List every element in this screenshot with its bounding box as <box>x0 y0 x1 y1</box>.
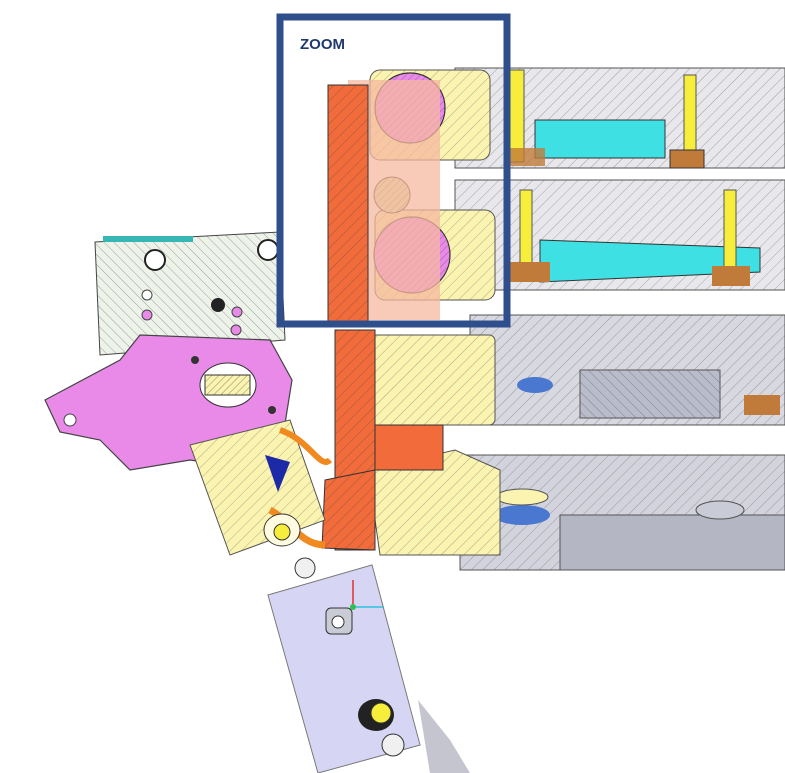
zoom-box <box>276 13 511 328</box>
spring <box>505 148 545 166</box>
zoom-label: ZOOM <box>300 36 345 53</box>
orange-tendon <box>278 427 333 465</box>
cyan-tendon-block <box>534 119 666 159</box>
blue-pulley <box>494 505 550 525</box>
thumb-links <box>189 419 333 556</box>
spring <box>744 395 780 415</box>
spring <box>712 266 750 286</box>
spring <box>510 262 550 282</box>
third-finger <box>469 314 785 426</box>
thumb-distal <box>267 557 470 773</box>
blue-wedge <box>265 455 290 492</box>
spring <box>669 149 705 169</box>
coordinate-axes-icon <box>350 580 383 610</box>
screw-head <box>294 557 316 579</box>
blue-pulley <box>517 377 553 393</box>
fourth-finger <box>459 454 785 571</box>
back-plate <box>94 231 286 356</box>
screw-head <box>381 733 405 757</box>
yellow-screw <box>683 74 697 156</box>
palm-housing <box>321 84 444 551</box>
